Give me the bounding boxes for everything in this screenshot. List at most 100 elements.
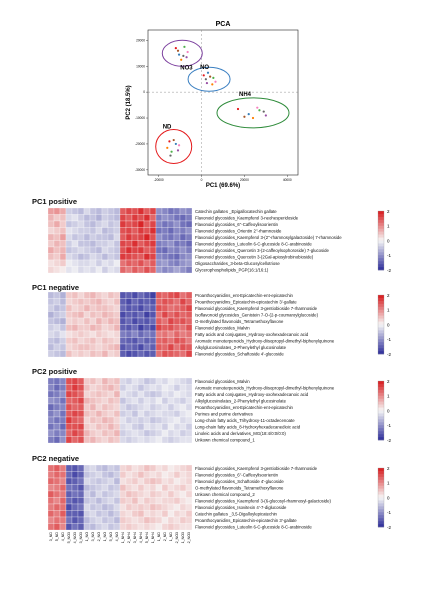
heatmap-row-label: Catechin gallates _Epigallocatechin gall… — [195, 209, 277, 214]
heatmap-cell — [137, 516, 145, 524]
heatmap-cell — [47, 484, 55, 492]
legend-swatch — [378, 383, 384, 388]
heatmap-cell — [179, 471, 187, 479]
heatmap-cell — [101, 464, 109, 472]
sample-label: 2_ND — [163, 532, 167, 542]
legend-swatch — [378, 381, 384, 385]
heatmap-cell — [143, 510, 151, 518]
legend-swatch — [378, 219, 384, 224]
heatmap-cell — [173, 503, 181, 511]
heatmap-cell — [53, 484, 61, 492]
heatmap-cell — [179, 516, 187, 524]
heatmap-cell — [161, 477, 169, 485]
sample-label: 3_ND — [49, 532, 53, 542]
legend-swatch — [378, 342, 384, 346]
heatmap-cell — [83, 510, 91, 518]
heatmap-cell — [137, 471, 145, 479]
heatmap-row-label: Flavonoid glycosides_Orientin 2''-rhamno… — [195, 228, 282, 233]
legend-swatch — [378, 345, 384, 349]
heatmap-cell — [119, 484, 127, 492]
heatmap-cell — [143, 484, 151, 492]
heatmap-cell — [125, 510, 133, 518]
heatmap-cell — [83, 464, 91, 472]
heatmap-cell — [173, 516, 181, 524]
heatmap-cell — [137, 523, 145, 531]
heatmap-cell — [167, 490, 175, 498]
heatmap-cell — [47, 503, 55, 511]
heatmap-cell — [119, 503, 127, 511]
heatmap-cell — [65, 484, 73, 492]
heatmap-cell — [137, 484, 145, 492]
heatmap-cell — [185, 516, 193, 524]
legend-swatch — [378, 521, 384, 525]
pca-x-tick-label: 0 — [201, 178, 203, 182]
heatmap-cell — [89, 516, 97, 524]
heatmap-cell — [137, 477, 145, 485]
heatmap-cell — [113, 523, 121, 531]
sample-label: 5_ND — [55, 532, 59, 542]
pca-y-tick-label: 20000 — [136, 38, 145, 42]
heatmap-cell — [53, 497, 61, 505]
heatmap-cell — [125, 464, 133, 472]
heatmap-cell — [179, 464, 187, 472]
heatmap-row-label: Long-chain fatty acids_Trihydroxy-11-oct… — [195, 418, 295, 423]
heatmap-cell — [59, 471, 67, 479]
legend-swatch — [378, 515, 384, 519]
legend-swatch — [378, 470, 384, 475]
heatmap-row-label: Glycerophospholipids_PGP(16:1/16:1) — [195, 267, 269, 272]
heatmap-title-pc2-positive: PC2 positive — [32, 367, 78, 376]
heatmap-cell — [83, 477, 91, 485]
heatmap-cell — [161, 490, 169, 498]
legend-swatch — [378, 410, 384, 414]
pca-group-label-nh4: NH4 — [239, 92, 252, 98]
sample-label: 5_NH4 — [145, 532, 149, 543]
legend-swatch — [378, 351, 384, 355]
heatmap-cell — [89, 497, 97, 505]
legend-swatch — [378, 225, 384, 229]
heatmap-cell — [173, 471, 181, 479]
legend-swatch — [378, 476, 384, 481]
pca-point — [214, 80, 217, 83]
heatmap-cell — [89, 503, 97, 511]
heatmap-cell — [149, 503, 157, 511]
legend-swatch — [378, 494, 384, 498]
heatmap-row-label: Fatty acids and conjugates_Hydroxy-oxohe… — [195, 332, 309, 337]
heatmap-cell — [71, 497, 79, 505]
legend-swatch — [378, 231, 384, 235]
heatmap-cell — [119, 523, 127, 531]
heatmap-cell — [131, 510, 139, 518]
heatmap-cell — [185, 477, 193, 485]
heatmap-cell — [83, 497, 91, 505]
heatmap-cell — [47, 510, 55, 518]
legend-swatch — [378, 246, 384, 250]
heatmap-row-label: Unkown chemical compound_2 — [195, 492, 255, 497]
legend-swatch — [378, 503, 384, 507]
heatmap-cell — [77, 477, 85, 485]
heatmap-row-label: Flavonoid glycosides_Kaempferol 3-neohes… — [195, 215, 299, 220]
legend-swatch — [378, 389, 384, 394]
heatmap-cell — [179, 510, 187, 518]
heatmap-cell — [107, 464, 115, 472]
legend-swatch — [378, 512, 384, 516]
heatmap-cell — [113, 471, 121, 479]
heatmap-row-label: Flavonoid glycosides_Kaempferol 3-(6-glu… — [195, 498, 331, 503]
heatmap-cell — [47, 477, 55, 485]
legend-tick-label: -1 — [387, 337, 391, 342]
pca-ellipse-no3 — [161, 39, 203, 67]
heatmap-cell — [65, 516, 73, 524]
heatmap-cell — [107, 471, 115, 479]
heatmap-cell — [167, 523, 175, 531]
legend-swatch — [378, 297, 384, 302]
heatmap-cell — [95, 471, 103, 479]
heatmap-cell — [143, 477, 151, 485]
legend-tick-label: 0 — [387, 238, 390, 243]
pca-group-label-no3: NO3 — [180, 65, 193, 71]
heatmap-cell — [101, 497, 109, 505]
pca-y-tick-label: -10000 — [135, 116, 145, 120]
legend-swatch — [378, 419, 384, 423]
heatmap-cell — [149, 516, 157, 524]
heatmap-cell — [77, 497, 85, 505]
heatmap-cell — [167, 510, 175, 518]
sample-label: 1_NO — [103, 532, 107, 542]
